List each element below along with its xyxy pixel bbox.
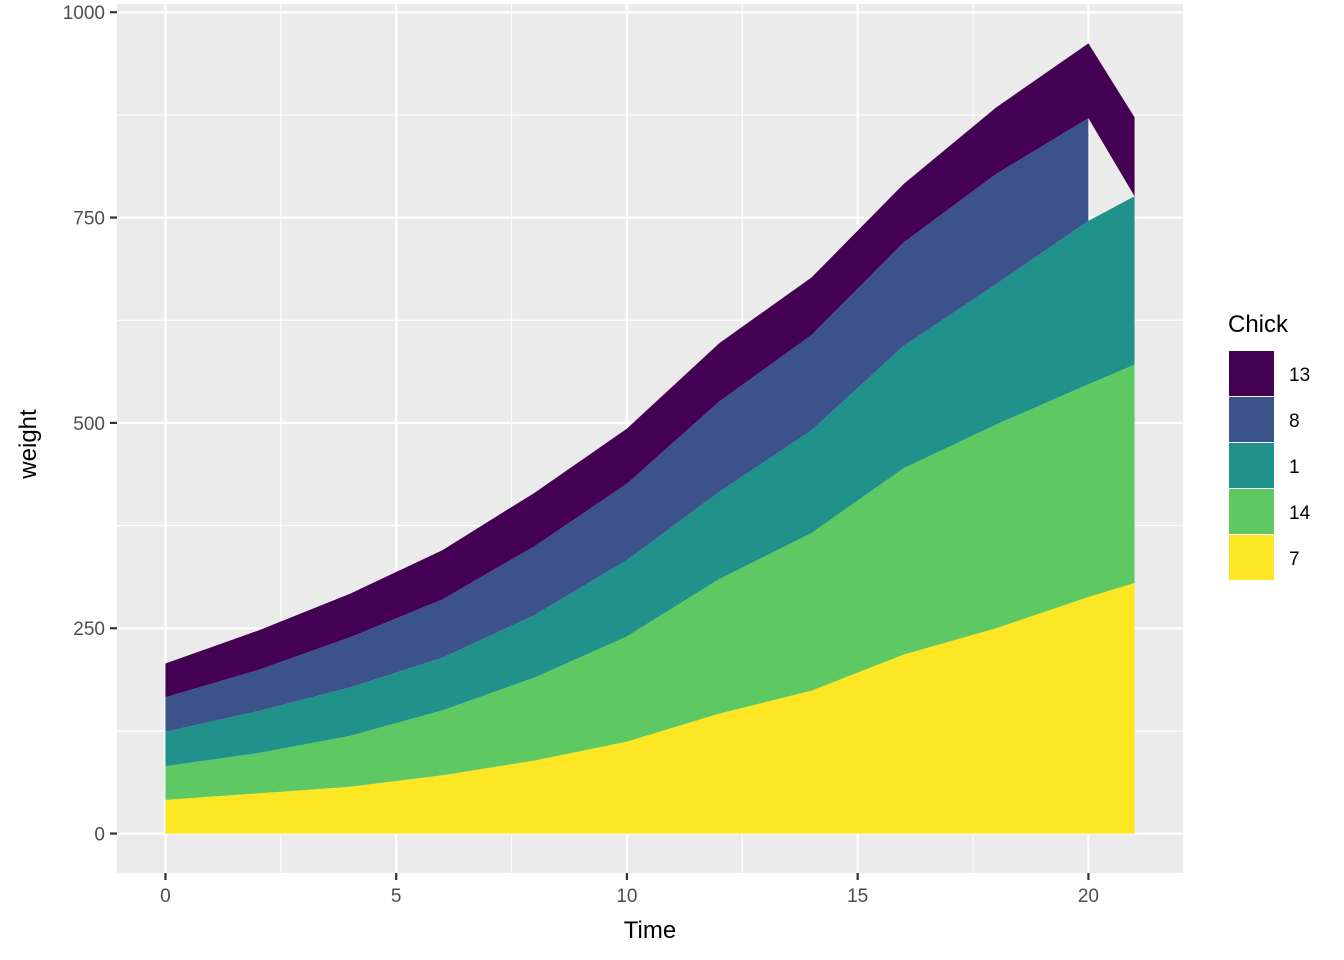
area-chick-14	[165, 364, 1135, 800]
x-tick-label: 20	[1078, 886, 1099, 907]
area-chick-13	[165, 43, 1135, 698]
legend-key-7	[1229, 535, 1274, 580]
x-tick-label: 5	[391, 886, 402, 907]
legend-title: Chick	[1228, 311, 1289, 338]
y-tick-label: 250	[73, 619, 105, 640]
area-chick-8	[165, 118, 1089, 732]
legend-label-7: 7	[1289, 549, 1300, 570]
legend-label-13: 13	[1289, 365, 1310, 386]
legend-label-14: 14	[1289, 503, 1311, 524]
y-tick-label: 0	[94, 825, 105, 846]
x-axis-title: Time	[624, 917, 676, 944]
x-tick-label: 15	[847, 886, 868, 907]
x-tick-label: 10	[616, 886, 637, 907]
legend-key-8	[1229, 397, 1274, 442]
legend-key-13	[1229, 351, 1274, 396]
y-tick-label: 1000	[63, 3, 105, 24]
stacked-areas	[165, 43, 1135, 834]
legend-key-14	[1229, 489, 1274, 534]
legend-label-8: 8	[1289, 411, 1300, 432]
x-axis: 0 5 10 15 20	[160, 873, 1099, 907]
legend-key-1	[1229, 443, 1274, 488]
area-chick-7	[165, 583, 1135, 834]
y-axis: 0 250 500 750 1000	[63, 3, 117, 846]
legend-label-1: 1	[1289, 457, 1300, 478]
x-tick-label: 0	[160, 886, 171, 907]
y-axis-title: weight	[15, 409, 42, 480]
y-tick-label: 500	[73, 414, 105, 435]
y-tick-label: 750	[73, 209, 105, 230]
legend: Chick 13 8 1 14 7	[1228, 311, 1311, 580]
